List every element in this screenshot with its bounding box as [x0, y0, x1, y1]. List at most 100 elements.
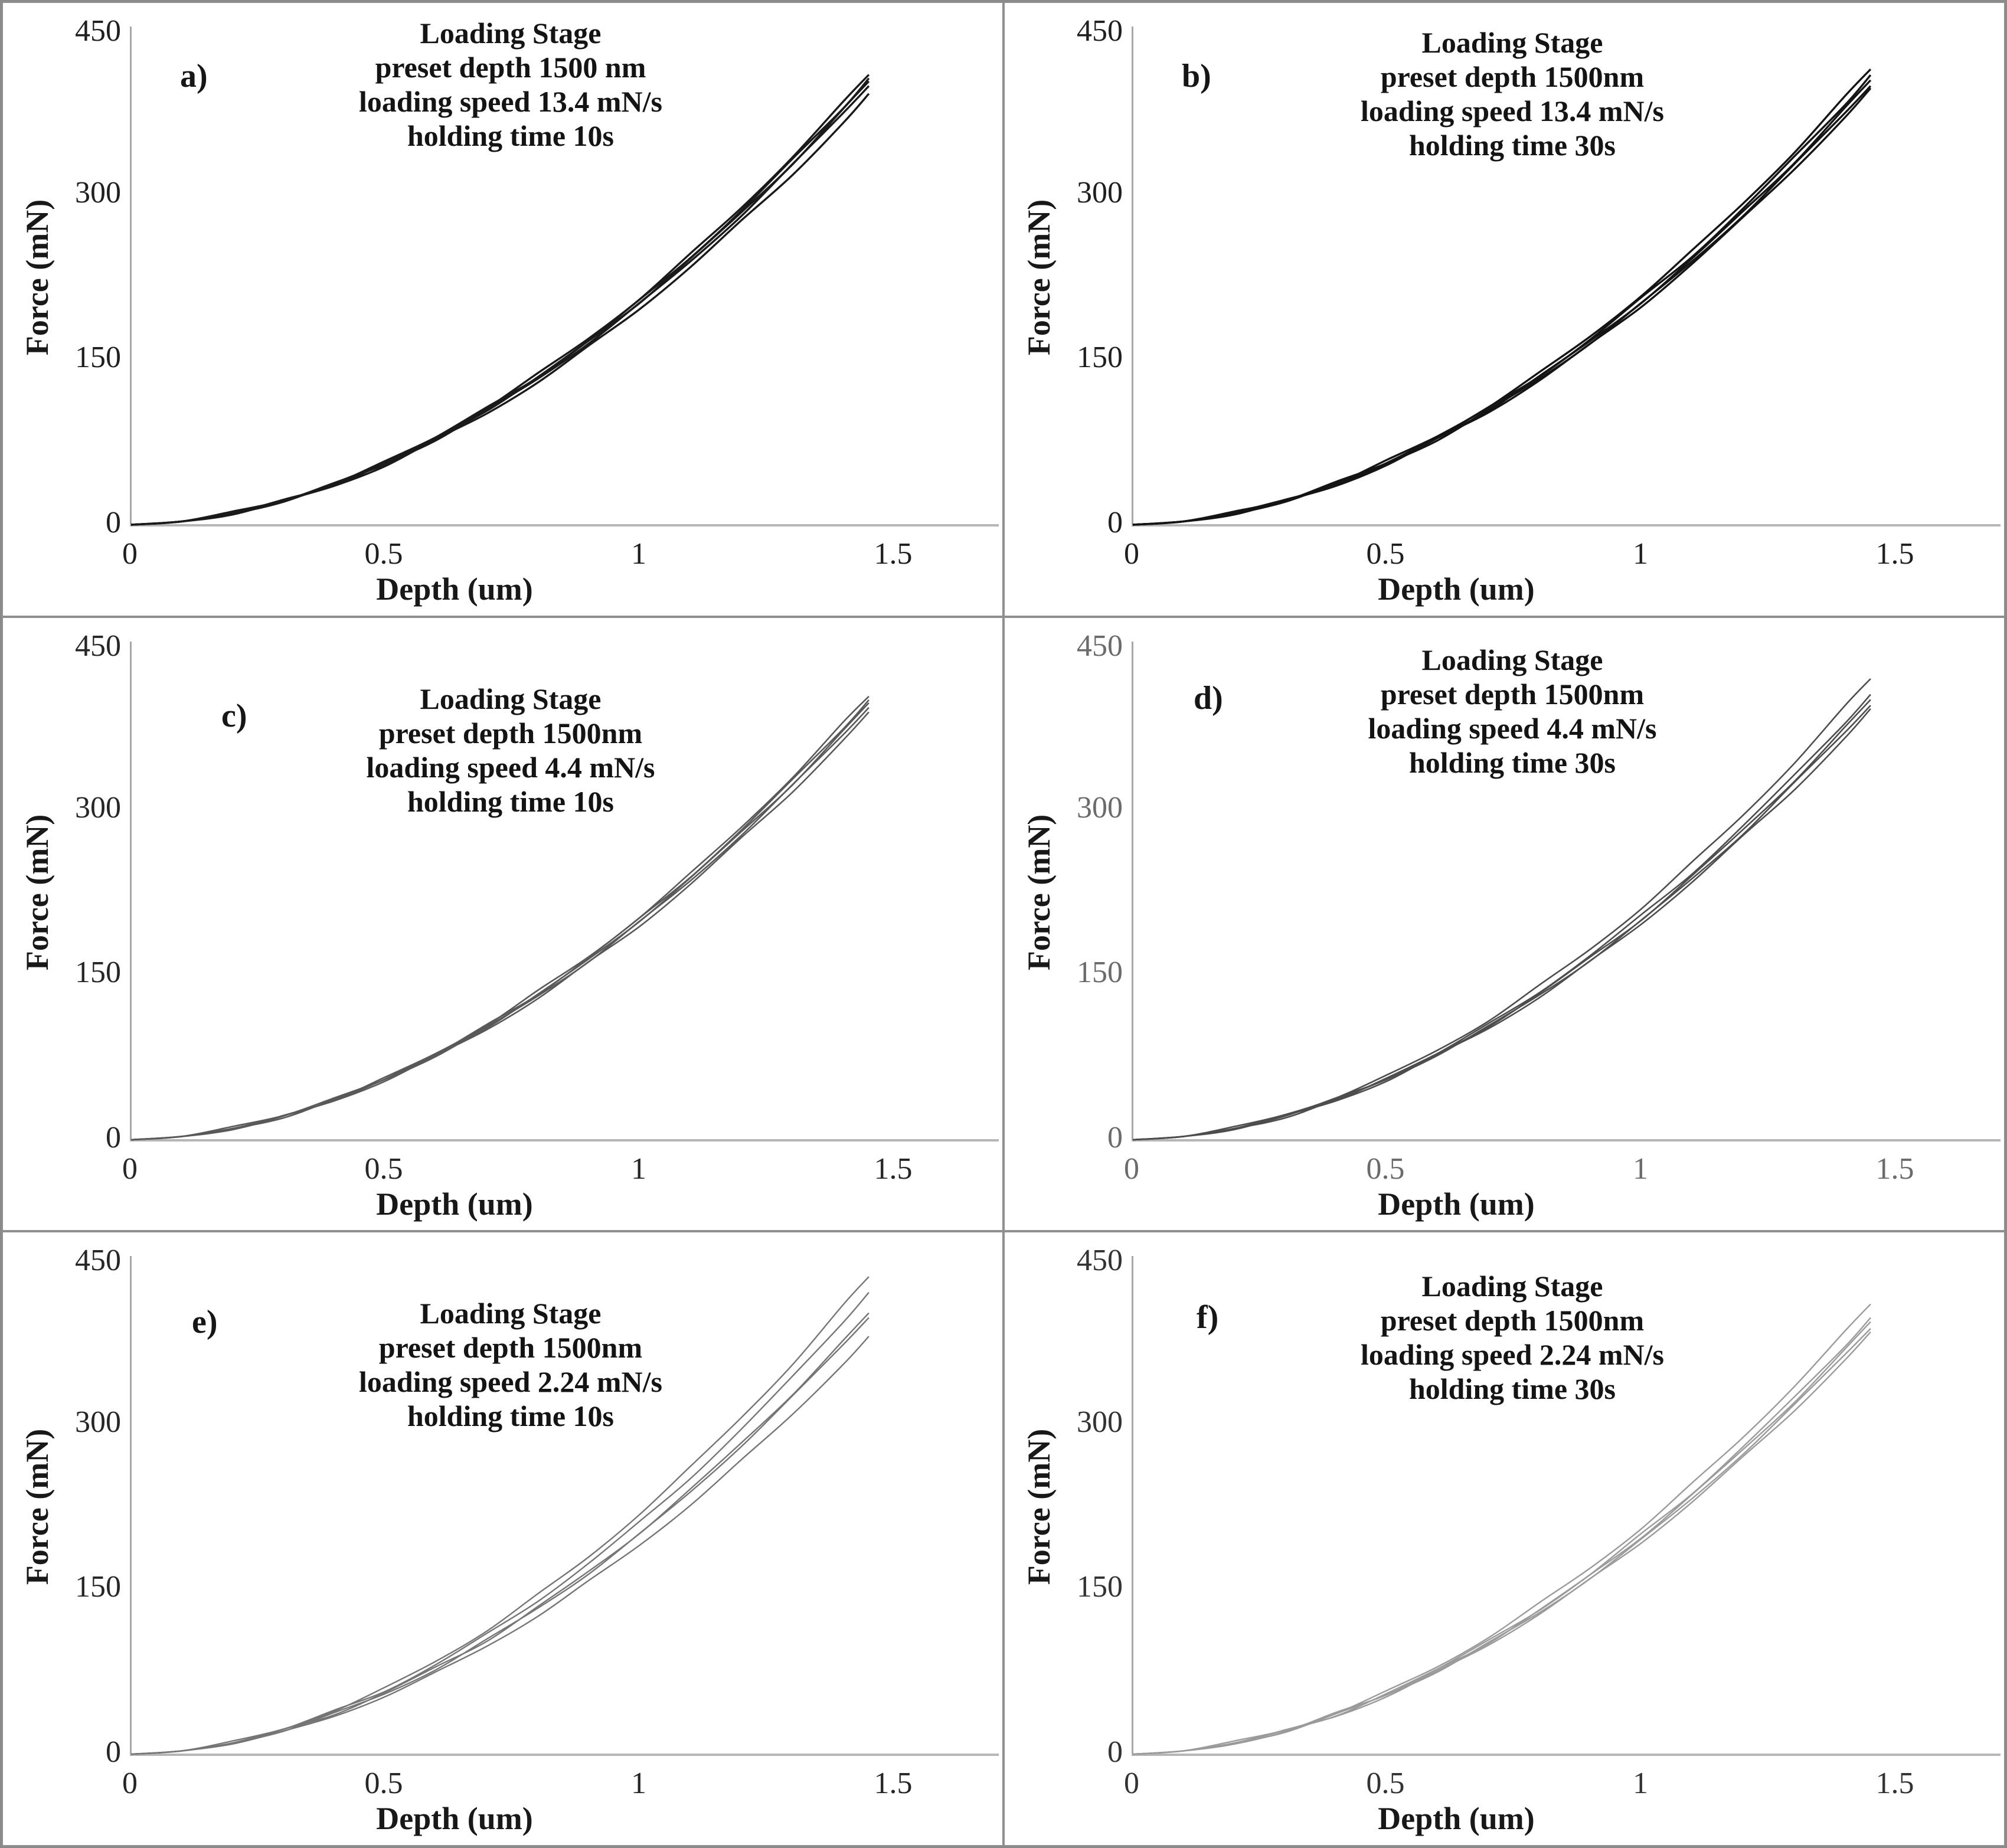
y-axis-label: Force (mN) [19, 1429, 55, 1585]
x-axis-label: Depth (um) [376, 571, 533, 607]
title-line-4: holding time 30s [1408, 129, 1616, 162]
plot-area [130, 74, 870, 526]
y-tick-450: 450 [75, 1244, 121, 1278]
y-tick-300: 300 [1077, 790, 1123, 825]
loading-curve [130, 699, 870, 1140]
title-line-2: preset depth 1500nm [1380, 1304, 1645, 1337]
y-tick-450: 450 [75, 629, 121, 663]
x-tick-0: 0 [1124, 1767, 1139, 1801]
y-axis-label: Force (mN) [1021, 814, 1057, 970]
title-line-1: Loading Stage [420, 17, 602, 50]
x-axis-label: Depth (um) [1378, 571, 1535, 607]
x-tick-0.5: 0.5 [1366, 1767, 1405, 1801]
y-tick-0: 0 [1107, 1735, 1123, 1769]
x-tick-0.5: 0.5 [364, 1767, 403, 1801]
y-axis-line [1132, 27, 1133, 526]
title-line-2: preset depth 1500nm [378, 716, 643, 750]
panel-title: Loading Stage preset depth 1500nm loadin… [1132, 25, 1893, 162]
panel-title: Loading Stage preset depth 1500nm loadin… [130, 1296, 891, 1433]
loading-curve [130, 707, 870, 1140]
y-tick-450: 450 [1077, 14, 1123, 48]
y-axis-line [130, 641, 132, 1141]
y-axis-label: Force (mN) [19, 814, 55, 970]
chart-panel-f: Loading Stage preset depth 1500nm loadin… [1004, 1231, 2005, 1846]
x-tick-0: 0 [1124, 537, 1139, 571]
y-tick-150: 150 [1077, 955, 1123, 989]
chart-panel-b: Loading Stage preset depth 1500nm loadin… [1004, 2, 2005, 617]
y-axis-label: Force (mN) [1021, 199, 1057, 356]
y-tick-300: 300 [75, 790, 121, 825]
title-line-3: loading speed 13.4 mN/s [359, 85, 662, 118]
panel-title: Loading Stage preset depth 1500nm loadin… [130, 682, 891, 819]
chart-panel-e: Loading Stage preset depth 1500nm loadin… [2, 1231, 1004, 1846]
loading-curve [1132, 87, 1872, 526]
x-tick-0.5: 0.5 [1366, 537, 1405, 571]
y-tick-450: 450 [75, 14, 121, 48]
x-axis-line [130, 1754, 999, 1757]
x-tick-0: 0 [1124, 1152, 1139, 1186]
x-tick-1: 1 [1633, 1767, 1648, 1801]
y-tick-150: 150 [75, 955, 121, 989]
title-line-4: holding time 10s [407, 784, 614, 818]
loading-curve [1132, 1304, 1871, 1755]
y-tick-0: 0 [106, 1735, 121, 1769]
loading-curve [1132, 708, 1871, 1140]
title-line-4: holding time 10s [407, 119, 614, 152]
panel-letter: f) [1197, 1299, 1219, 1336]
y-tick-150: 150 [75, 341, 121, 374]
chart-panel-c: Loading Stage preset depth 1500nm loadin… [2, 616, 1004, 1232]
title-line-2: preset depth 1500nm [1380, 60, 1645, 93]
x-tick-0: 0 [122, 1767, 138, 1801]
y-tick-0: 0 [1107, 1120, 1123, 1154]
y-axis-line [130, 1256, 132, 1756]
y-axis-line [1132, 1256, 1133, 1756]
x-tick-1.5: 1.5 [874, 1767, 913, 1801]
x-axis-label: Depth (um) [376, 1186, 533, 1222]
title-line-1: Loading Stage [1421, 1270, 1603, 1303]
y-tick-300: 300 [75, 176, 121, 210]
x-tick-1.5: 1.5 [1875, 1767, 1914, 1801]
loading-curve [130, 80, 870, 526]
x-axis-line [130, 524, 999, 526]
x-tick-0: 0 [122, 1152, 138, 1186]
loading-curve [130, 85, 870, 526]
loading-curve [1132, 74, 1872, 526]
loading-curve [130, 702, 870, 1140]
panel-letter: b) [1182, 58, 1211, 94]
loading-curve [1132, 68, 1872, 526]
title-line-3: loading speed 2.24 mN/s [359, 1365, 662, 1399]
plot-area [1132, 68, 1872, 526]
x-tick-0.5: 0.5 [364, 537, 403, 571]
x-axis-label: Depth (um) [1378, 1801, 1535, 1837]
x-tick-1.5: 1.5 [874, 537, 913, 571]
loading-curve [1132, 694, 1871, 1140]
plot-area [130, 1276, 870, 1755]
x-tick-1: 1 [631, 1767, 646, 1801]
chart-panel-d: Loading Stage preset depth 1500nm loadin… [1004, 616, 2005, 1232]
y-axis-label: Force (mN) [19, 199, 55, 356]
loading-curve [1132, 1332, 1871, 1755]
panel-letter: a) [180, 58, 208, 94]
loading-curve [130, 93, 870, 526]
y-tick-450: 450 [1077, 1244, 1123, 1278]
loading-curve [130, 77, 870, 526]
title-line-2: preset depth 1500 nm [375, 51, 646, 84]
loading-curve [130, 74, 870, 526]
loading-curve [130, 695, 870, 1140]
loading-curve [130, 1292, 870, 1755]
x-axis-label: Depth (um) [376, 1801, 533, 1837]
panel-letter: d) [1194, 679, 1223, 717]
x-axis-label: Depth (um) [1378, 1186, 1535, 1222]
x-tick-1: 1 [631, 537, 646, 571]
loading-curve [1132, 1321, 1871, 1755]
title-line-3: loading speed 4.4 mN/s [366, 750, 655, 784]
x-tick-1: 1 [1633, 537, 1648, 571]
y-axis-line [1132, 641, 1133, 1141]
x-tick-1.5: 1.5 [1875, 537, 1914, 571]
title-line-3: loading speed 2.24 mN/s [1361, 1338, 1664, 1372]
y-tick-300: 300 [75, 1405, 121, 1440]
x-tick-0: 0 [122, 537, 138, 571]
loading-curve [130, 1313, 870, 1755]
loading-curve [1132, 678, 1871, 1140]
